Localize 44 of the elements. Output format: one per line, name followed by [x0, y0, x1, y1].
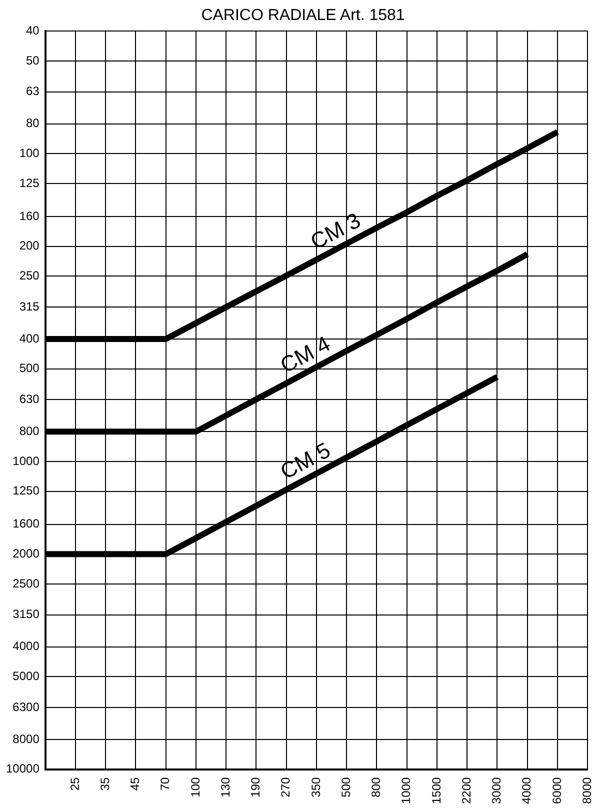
y-tick-label: 125 — [19, 176, 40, 190]
x-tick-label: 500 — [338, 776, 353, 798]
x-tick-label: 1000 — [399, 776, 414, 804]
chart-title: CARICO RADIALE Art. 1581 — [201, 7, 405, 24]
y-tick-label: 1250 — [12, 484, 40, 498]
y-tick-label: 10000 — [6, 762, 40, 776]
x-tick-label: 70 — [158, 776, 172, 791]
y-tick-label: 1600 — [12, 516, 40, 531]
y-tick-label: 63 — [26, 84, 40, 98]
x-tick-label: 270 — [278, 776, 293, 798]
y-tick-label: 160 — [19, 208, 40, 223]
x-tick-label: 2200 — [459, 776, 474, 804]
y-tick-label: 2000 — [12, 546, 40, 560]
y-tick-label: 630 — [19, 392, 40, 406]
y-tick-label: 250 — [19, 268, 40, 282]
x-tick-label: 8000 — [580, 776, 594, 804]
x-tick-label: 1500 — [429, 776, 444, 804]
y-tick-label: 5000 — [12, 668, 40, 683]
y-tick-label: 100 — [19, 146, 40, 160]
y-tick-label: 200 — [19, 238, 40, 253]
y-tick-label: 6300 — [12, 700, 40, 714]
y-tick-label: 315 — [19, 299, 40, 314]
y-tick-label: 50 — [26, 53, 40, 68]
x-tick-label: 25 — [68, 776, 82, 791]
x-tick-label: 35 — [98, 776, 112, 791]
y-tick-label: 500 — [19, 361, 40, 376]
y-tick-label: 1000 — [12, 454, 40, 468]
y-tick-label: 800 — [19, 424, 40, 438]
y-tick-label: 80 — [26, 116, 40, 130]
y-tick-label: 400 — [19, 331, 40, 346]
x-tick-label: 6000 — [550, 776, 564, 804]
x-tick-label: 800 — [369, 776, 384, 798]
x-tick-label: 190 — [248, 776, 263, 798]
y-tick-label: 40 — [26, 24, 40, 38]
y-tick-label: 3150 — [12, 607, 40, 622]
y-tick-label: 8000 — [12, 732, 40, 746]
x-tick-label: 4000 — [520, 776, 534, 804]
x-tick-label: 350 — [308, 776, 323, 798]
x-tick-label: 45 — [128, 776, 142, 791]
y-tick-label: 2500 — [12, 576, 40, 590]
x-tick-label: 130 — [218, 776, 232, 798]
y-tick-label: 4000 — [12, 639, 40, 654]
x-tick-label: 100 — [188, 776, 202, 798]
x-tick-label: 3000 — [490, 776, 504, 804]
